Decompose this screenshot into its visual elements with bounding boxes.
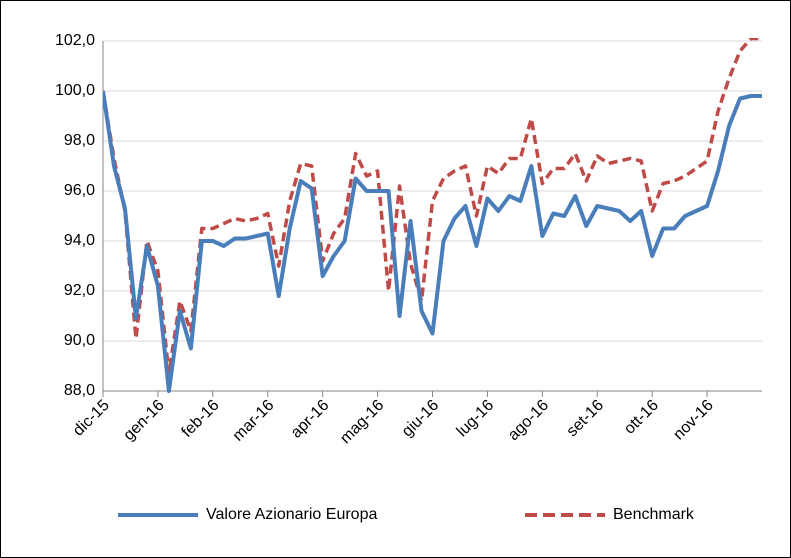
series-line bbox=[103, 38, 762, 376]
y-tick-label: 88,0 bbox=[64, 382, 95, 399]
legend-label: Benchmark bbox=[613, 506, 695, 523]
y-tick-label: 98,0 bbox=[64, 132, 95, 149]
y-tick-label: 94,0 bbox=[64, 232, 95, 249]
y-tick-label: 92,0 bbox=[64, 282, 95, 299]
y-tick-label: 100,0 bbox=[55, 82, 95, 99]
legend-label: Valore Azionario Europa bbox=[206, 506, 377, 523]
y-tick-label: 96,0 bbox=[64, 182, 95, 199]
y-tick-label: 90,0 bbox=[64, 332, 95, 349]
y-tick-label: 102,0 bbox=[55, 32, 95, 49]
series-line bbox=[103, 90, 762, 393]
